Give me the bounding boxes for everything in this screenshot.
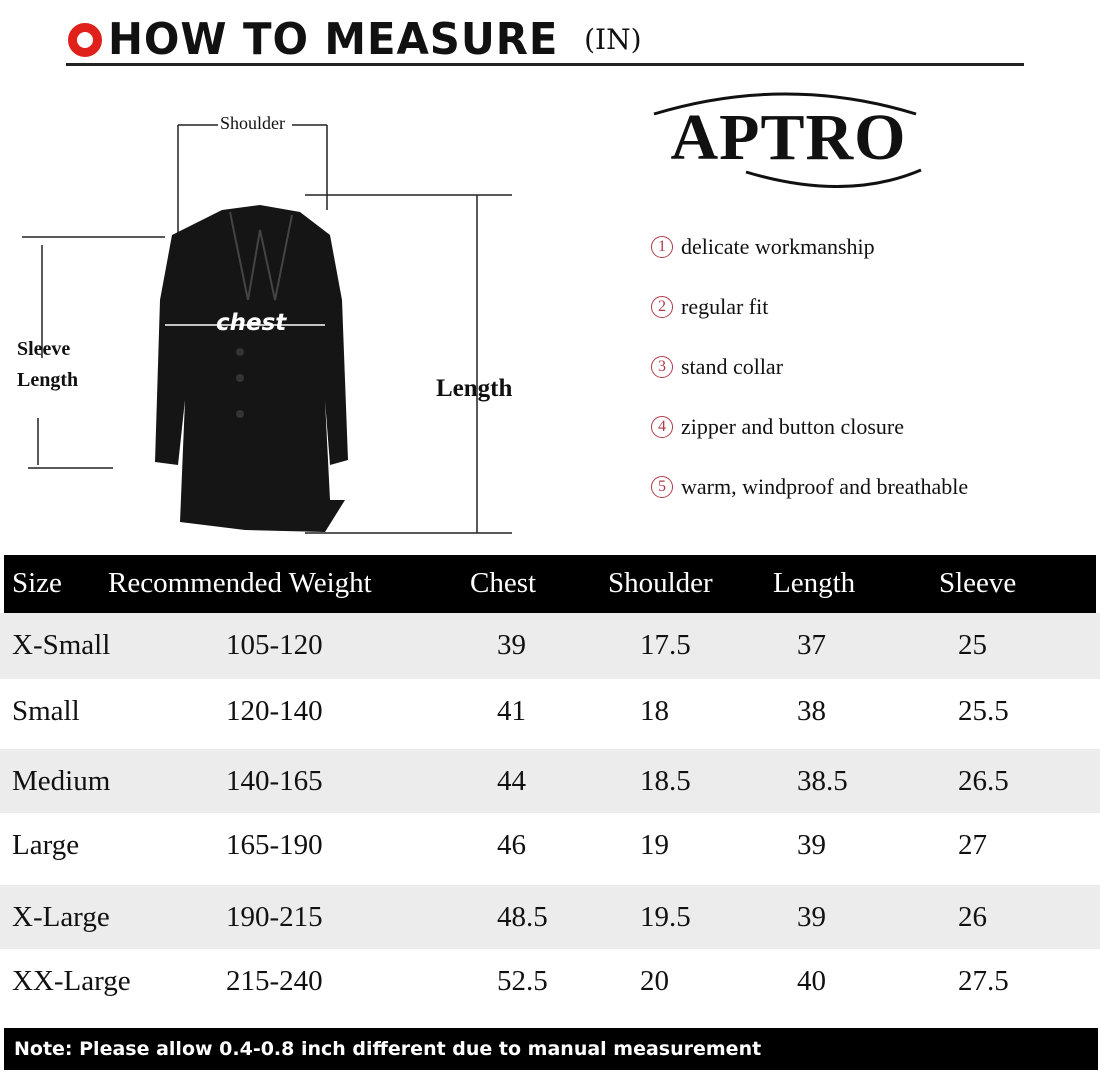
- title-unit: (IN): [584, 23, 642, 56]
- shoulder-measure-line: [177, 124, 328, 235]
- sleeve-measure-line: [22, 236, 165, 469]
- header-length: Length: [773, 567, 856, 599]
- table-header: Size Recommended Weight Chest Shoulder L…: [4, 555, 1096, 613]
- header-chest: Chest: [470, 567, 537, 599]
- feature-text: regular fit: [681, 294, 769, 319]
- cell-length: 38: [797, 695, 826, 727]
- header-weight: Recommended Weight: [108, 567, 372, 599]
- cell-shoulder: 19: [640, 829, 669, 861]
- cell-chest: 39: [497, 629, 526, 661]
- cell-weight: 140-165: [226, 765, 323, 797]
- cell-chest: 46: [497, 829, 526, 861]
- circled-number-icon: 4: [651, 416, 673, 438]
- cell-weight: 165-190: [226, 829, 323, 861]
- cell-shoulder: 17.5: [640, 629, 691, 661]
- feature-item: 2 regular fit: [651, 294, 768, 320]
- cell-weight: 120-140: [226, 695, 323, 727]
- chest-label: chest: [216, 310, 287, 336]
- cell-length: 39: [797, 901, 826, 933]
- length-label: Length: [436, 375, 513, 402]
- header-shoulder: Shoulder: [608, 567, 713, 599]
- feature-text: delicate workmanship: [681, 234, 875, 259]
- aptro-logo: APTRO: [646, 92, 931, 188]
- circled-number-icon: 3: [651, 356, 673, 378]
- feature-item: 4 zipper and button closure: [651, 414, 904, 440]
- sleeve-label-1: Sleeve: [17, 338, 71, 360]
- length-measure-line: [305, 194, 512, 534]
- cell-shoulder: 18: [640, 695, 669, 727]
- cell-size: X-Small: [12, 629, 111, 661]
- cell-weight: 190-215: [226, 901, 323, 933]
- cell-chest: 44: [497, 765, 526, 797]
- cell-weight: 215-240: [226, 965, 323, 997]
- cell-length: 38.5: [797, 765, 848, 797]
- red-ring-icon: [68, 22, 102, 57]
- cell-length: 40: [797, 965, 826, 997]
- feature-text: warm, windproof and breathable: [681, 474, 969, 499]
- cell-shoulder: 19.5: [640, 901, 691, 933]
- feature-item: 3 stand collar: [651, 354, 783, 380]
- cell-sleeve: 26: [958, 901, 987, 933]
- cell-size: X-Large: [12, 901, 110, 933]
- cell-chest: 52.5: [497, 965, 548, 997]
- cell-length: 39: [797, 829, 826, 861]
- cell-sleeve: 27: [958, 829, 987, 861]
- table-row: Medium 140-165 44 18.5 38.5 26.5: [0, 749, 1100, 813]
- shoulder-label: Shoulder: [220, 113, 285, 133]
- cell-sleeve: 25.5: [958, 695, 1009, 727]
- sleeve-label-2: Length: [17, 369, 79, 391]
- feature-text: stand collar: [681, 354, 784, 379]
- logo-text: APTRO: [670, 101, 907, 174]
- cell-weight: 105-120: [226, 629, 323, 661]
- cell-sleeve: 27.5: [958, 965, 1009, 997]
- cell-shoulder: 20: [640, 965, 669, 997]
- cell-sleeve: 25: [958, 629, 987, 661]
- header-size: Size: [12, 567, 62, 599]
- cell-size: Medium: [12, 765, 111, 797]
- page-title: HOW TO MEASURE (IN): [68, 14, 642, 65]
- cell-sleeve: 26.5: [958, 765, 1009, 797]
- title-text: HOW TO MEASURE: [108, 14, 559, 65]
- cell-chest: 41: [497, 695, 526, 727]
- feature-text: zipper and button closure: [681, 414, 904, 439]
- coat-icon: [155, 205, 348, 532]
- table-row: Large 165-190 46 19 39 27: [0, 813, 1100, 885]
- cell-size: Small: [12, 695, 80, 727]
- circled-number-icon: 1: [651, 236, 673, 258]
- divider: [66, 63, 1024, 66]
- table-row: X-Large 190-215 48.5 19.5 39 26: [0, 885, 1100, 949]
- cell-shoulder: 18.5: [640, 765, 691, 797]
- table-row: Small 120-140 41 18 38 25.5: [0, 679, 1100, 749]
- cell-size: XX-Large: [12, 965, 131, 997]
- table-row: XX-Large 215-240 52.5 20 40 27.5: [0, 949, 1100, 1027]
- table-row: X-Small 105-120 39 17.5 37 25: [0, 613, 1100, 679]
- feature-item: 5 warm, windproof and breathable: [651, 474, 968, 500]
- circled-number-icon: 5: [651, 476, 673, 498]
- cell-length: 37: [797, 629, 826, 661]
- header-sleeve: Sleeve: [939, 567, 1017, 599]
- cell-size: Large: [12, 829, 80, 861]
- circled-number-icon: 2: [651, 296, 673, 318]
- note-bar: Note: Please allow 0.4-0.8 inch differen…: [4, 1028, 1098, 1070]
- feature-item: 1 delicate workmanship: [651, 234, 875, 260]
- size-table: Size Recommended Weight Chest Shoulder L…: [0, 555, 1100, 1027]
- coat-diagram: [22, 124, 512, 534]
- cell-chest: 48.5: [497, 901, 548, 933]
